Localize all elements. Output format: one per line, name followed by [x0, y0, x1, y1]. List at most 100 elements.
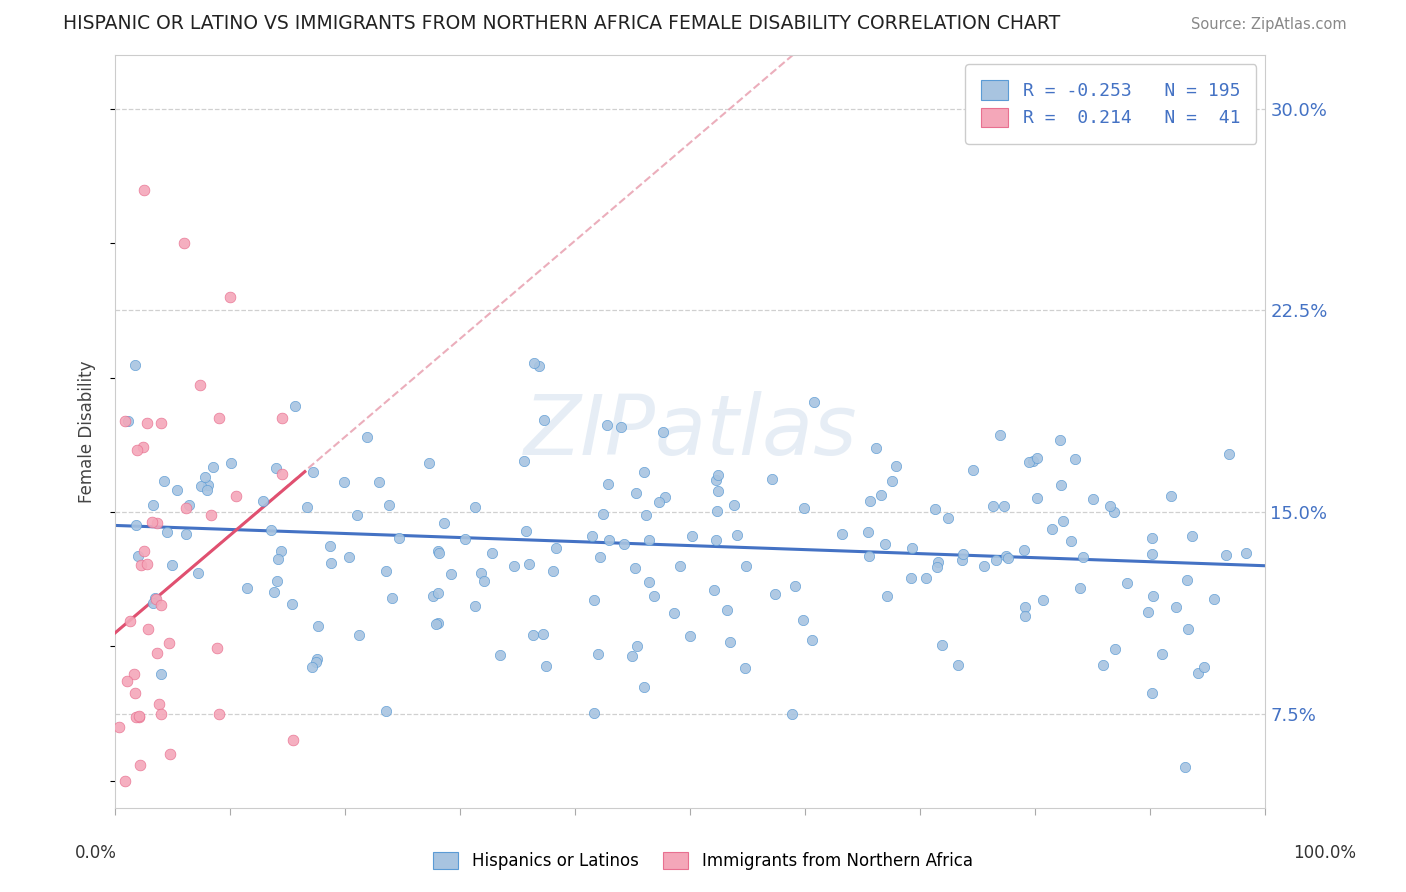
Point: [470, 566, 492, 581]
Point: [347, 628, 370, 642]
Point: [869, 488, 891, 502]
Point: [637, 574, 659, 589]
Point: [950, 553, 973, 567]
Text: HISPANIC OR LATINO VS IMMIGRANTS FROM NORTHERN AFRICA FEMALE DISABILITY CORRELAT: HISPANIC OR LATINO VS IMMIGRANTS FROM NO…: [63, 14, 1060, 33]
Point: [523, 356, 546, 370]
Point: [136, 417, 159, 431]
Point: [502, 559, 524, 574]
Y-axis label: Female Disability: Female Disability: [79, 360, 96, 502]
Point: [886, 458, 908, 473]
Point: [307, 651, 329, 665]
Point: [177, 498, 200, 512]
Point: [527, 359, 550, 374]
Point: [1137, 605, 1160, 619]
Point: [375, 564, 398, 578]
Point: [1204, 592, 1226, 607]
Point: [159, 747, 181, 761]
Point: [1234, 546, 1257, 560]
Point: [129, 558, 152, 572]
Point: [118, 615, 141, 629]
Point: [1026, 491, 1049, 505]
Point: [115, 673, 138, 688]
Point: [295, 500, 318, 514]
Point: [188, 378, 211, 392]
Point: [706, 484, 728, 499]
Point: [706, 504, 728, 518]
Point: [624, 561, 647, 575]
Point: [125, 517, 148, 532]
Point: [952, 547, 974, 561]
Point: [267, 552, 290, 566]
Point: [515, 524, 537, 538]
Point: [219, 290, 242, 304]
Point: [856, 524, 879, 539]
Point: [132, 441, 155, 455]
Point: [882, 474, 904, 488]
Point: [124, 686, 146, 700]
Point: [1014, 599, 1036, 614]
Point: [433, 516, 456, 530]
Point: [927, 559, 949, 574]
Point: [876, 589, 898, 603]
Point: [122, 667, 145, 681]
Point: [865, 441, 887, 455]
Point: [1049, 477, 1071, 491]
Point: [142, 498, 165, 512]
Point: [1152, 647, 1174, 661]
Point: [174, 500, 197, 515]
Point: [332, 475, 354, 489]
Point: [718, 634, 741, 648]
Point: [1032, 593, 1054, 607]
Text: ZIPatlas: ZIPatlas: [523, 391, 858, 472]
Point: [1140, 686, 1163, 700]
Point: [128, 709, 150, 723]
Point: [195, 483, 218, 498]
Point: [427, 546, 450, 560]
Point: [931, 639, 953, 653]
Point: [1140, 531, 1163, 545]
Point: [831, 527, 853, 541]
Point: [173, 236, 195, 251]
Point: [1042, 522, 1064, 536]
Point: [1014, 543, 1036, 558]
Point: [1140, 547, 1163, 561]
Point: [533, 412, 555, 426]
Point: [946, 658, 969, 673]
Point: [162, 558, 184, 573]
Point: [149, 666, 172, 681]
Point: [440, 567, 463, 582]
Point: [427, 586, 450, 600]
Point: [136, 622, 159, 636]
Text: 100.0%: 100.0%: [1294, 844, 1355, 862]
Point: [654, 490, 676, 504]
Point: [596, 477, 619, 491]
Point: [281, 597, 304, 611]
Point: [915, 571, 938, 585]
Point: [536, 659, 558, 673]
Point: [128, 710, 150, 724]
Point: [207, 411, 229, 425]
Point: [146, 647, 169, 661]
Point: [1069, 581, 1091, 595]
Point: [1215, 548, 1237, 562]
Point: [986, 553, 1008, 567]
Point: [117, 414, 139, 428]
Point: [155, 524, 177, 539]
Point: [924, 502, 946, 516]
Point: [669, 559, 692, 574]
Point: [427, 615, 450, 630]
Point: [194, 470, 217, 484]
Point: [643, 589, 665, 603]
Point: [596, 417, 619, 432]
Point: [1174, 760, 1197, 774]
Point: [266, 574, 288, 589]
Point: [142, 596, 165, 610]
Point: [681, 528, 703, 542]
Point: [381, 591, 404, 605]
Point: [531, 626, 554, 640]
Point: [1175, 573, 1198, 587]
Point: [1181, 529, 1204, 543]
Point: [800, 632, 823, 647]
Point: [1102, 505, 1125, 519]
Point: [679, 629, 702, 643]
